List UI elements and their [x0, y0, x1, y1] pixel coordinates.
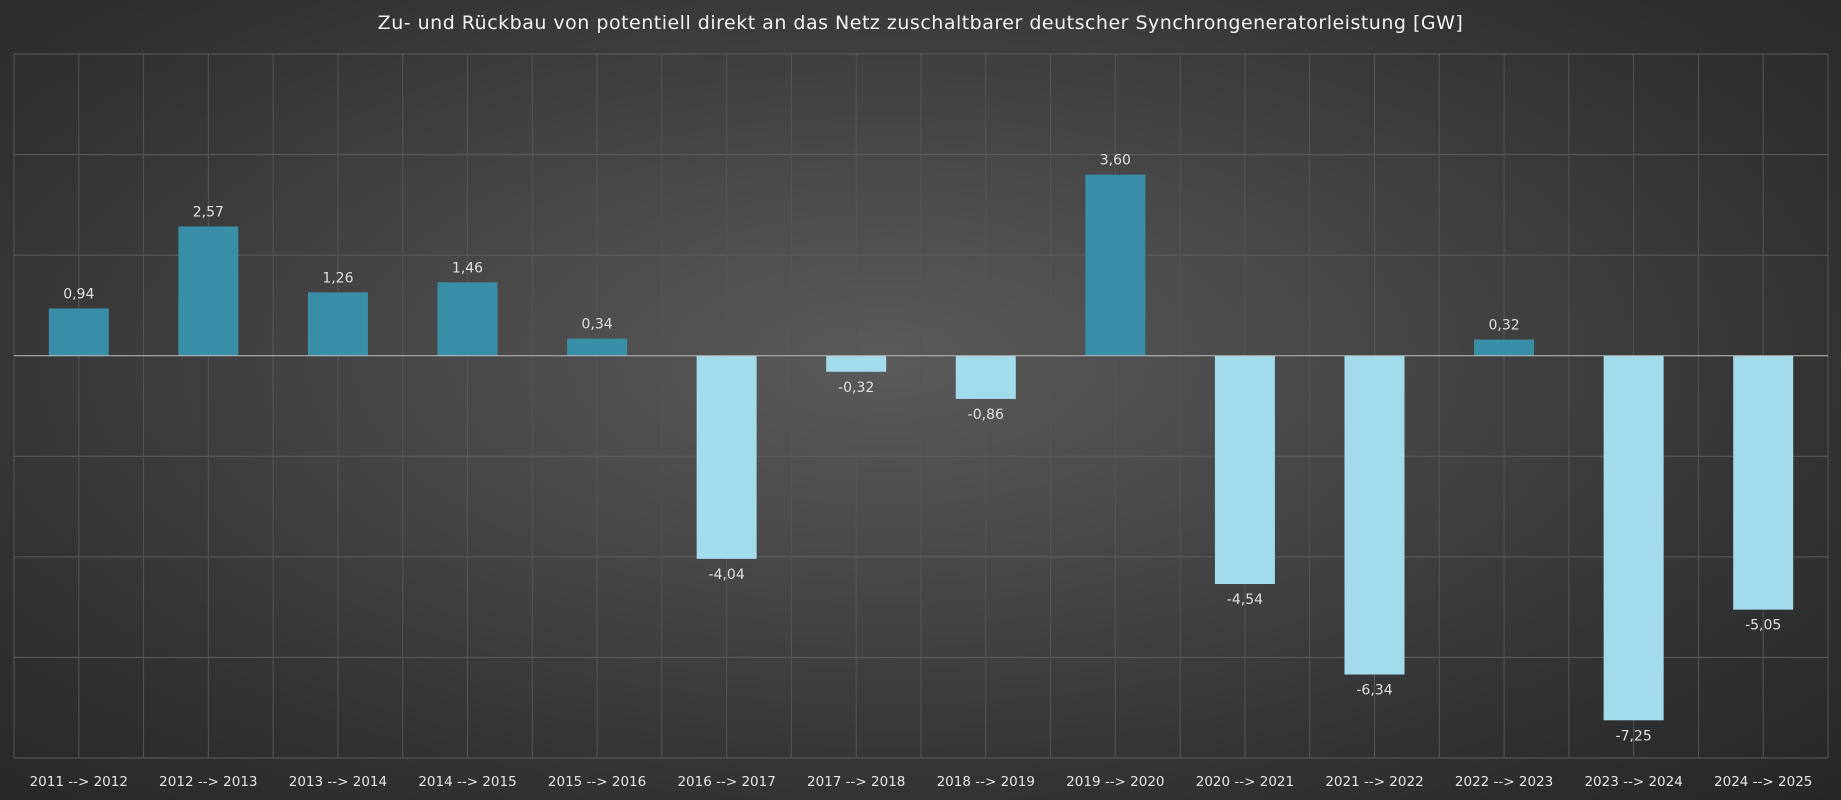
x-tick-label: 2024 --> 2025: [1714, 774, 1812, 790]
x-tick-label: 2019 --> 2020: [1066, 774, 1164, 790]
bar: [567, 338, 628, 356]
bar: [1733, 355, 1794, 610]
x-tick-label: 2014 --> 2015: [418, 774, 516, 790]
chart-title: Zu- und Rückbau von potentiell direkt an…: [377, 12, 1464, 34]
bar: [48, 308, 109, 356]
data-label: 0,34: [581, 317, 612, 333]
bar: [307, 292, 368, 356]
x-tick-label: 2020 --> 2021: [1196, 774, 1294, 790]
data-label: 1,46: [452, 260, 483, 276]
x-tick-label: 2023 --> 2024: [1584, 774, 1682, 790]
data-label: 0,94: [63, 286, 94, 302]
bar: [178, 226, 239, 356]
data-label: 3,60: [1100, 153, 1131, 169]
x-tick-label: 2016 --> 2017: [677, 774, 775, 790]
x-tick-label: 2013 --> 2014: [289, 774, 387, 790]
bar: [1085, 174, 1146, 356]
x-tick-label: 2015 --> 2016: [548, 774, 646, 790]
data-label: 1,26: [322, 270, 353, 286]
x-tick-label: 2021 --> 2022: [1325, 774, 1423, 790]
bar: [1344, 355, 1405, 675]
data-label: -0,32: [838, 380, 874, 396]
bar: [955, 355, 1016, 399]
data-label: -0,86: [968, 407, 1004, 423]
bar: [696, 355, 757, 559]
bar: [826, 355, 887, 372]
bar: [437, 282, 498, 356]
data-label: -4,04: [709, 567, 745, 583]
data-label: 2,57: [193, 204, 224, 220]
x-tick-label: 2022 --> 2023: [1455, 774, 1553, 790]
x-tick-label: 2017 --> 2018: [807, 774, 905, 790]
bar: [1603, 355, 1664, 721]
x-tick-label: 2012 --> 2013: [159, 774, 257, 790]
bar: [1214, 355, 1275, 585]
bar: [1474, 339, 1535, 356]
data-label: -4,54: [1227, 592, 1263, 608]
x-tick-label: 2011 --> 2012: [30, 774, 128, 790]
data-label: -7,25: [1616, 728, 1652, 744]
data-label: -6,34: [1356, 683, 1392, 699]
data-label: -5,05: [1745, 618, 1781, 634]
data-label: 0,32: [1488, 318, 1519, 334]
x-tick-label: 2018 --> 2019: [937, 774, 1035, 790]
